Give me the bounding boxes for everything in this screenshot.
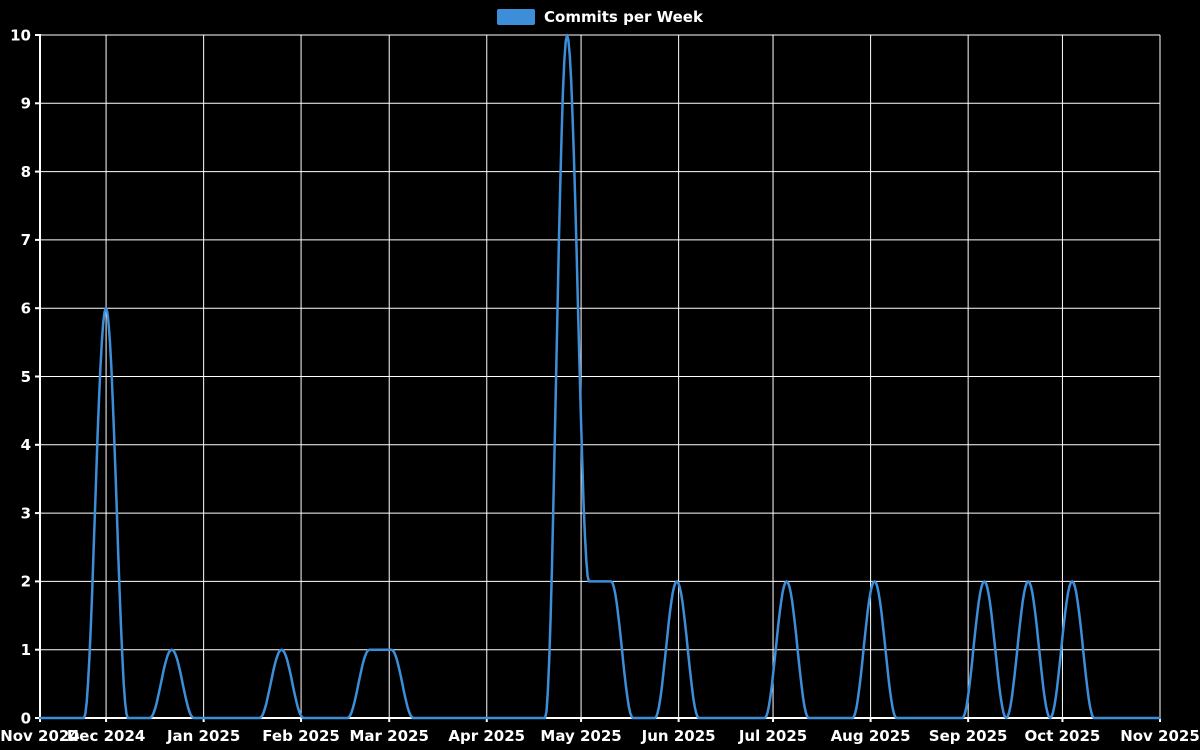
y-tick-label: 4 <box>21 436 31 454</box>
y-tick-label: 1 <box>21 641 31 659</box>
y-tick-label: 5 <box>21 368 31 386</box>
y-tick-label: 0 <box>21 709 31 727</box>
y-tick-label: 7 <box>21 231 31 249</box>
y-tick-label: 8 <box>21 163 31 181</box>
x-tick-label: Dec 2024 <box>67 727 146 745</box>
y-tick-label: 9 <box>21 95 31 113</box>
chart-legend: Commits per Week <box>0 7 1200 27</box>
legend-swatch-commits <box>497 9 536 25</box>
x-tick-label: Oct 2025 <box>1025 727 1101 745</box>
x-tick-label: Nov 2024 <box>0 727 80 745</box>
y-tick-label: 2 <box>21 573 31 591</box>
x-tick-label: May 2025 <box>540 727 621 745</box>
x-tick-label: Aug 2025 <box>831 727 911 745</box>
x-tick-label: Apr 2025 <box>448 727 525 745</box>
y-tick-label: 10 <box>10 26 31 44</box>
x-tick-label: Feb 2025 <box>262 727 340 745</box>
x-tick-label: Sep 2025 <box>929 727 1008 745</box>
x-tick-label: Jan 2025 <box>166 727 240 745</box>
legend-label: Commits per Week <box>544 8 703 26</box>
x-tick-label: Jul 2025 <box>738 727 807 745</box>
x-tick-label: Jun 2025 <box>641 727 716 745</box>
y-tick-label: 6 <box>21 299 31 317</box>
commits-line-series <box>39 33 1161 720</box>
x-tick-label: Mar 2025 <box>350 727 429 745</box>
x-tick-label: Nov 2025 <box>1120 727 1200 745</box>
y-tick-label: 3 <box>21 504 31 522</box>
